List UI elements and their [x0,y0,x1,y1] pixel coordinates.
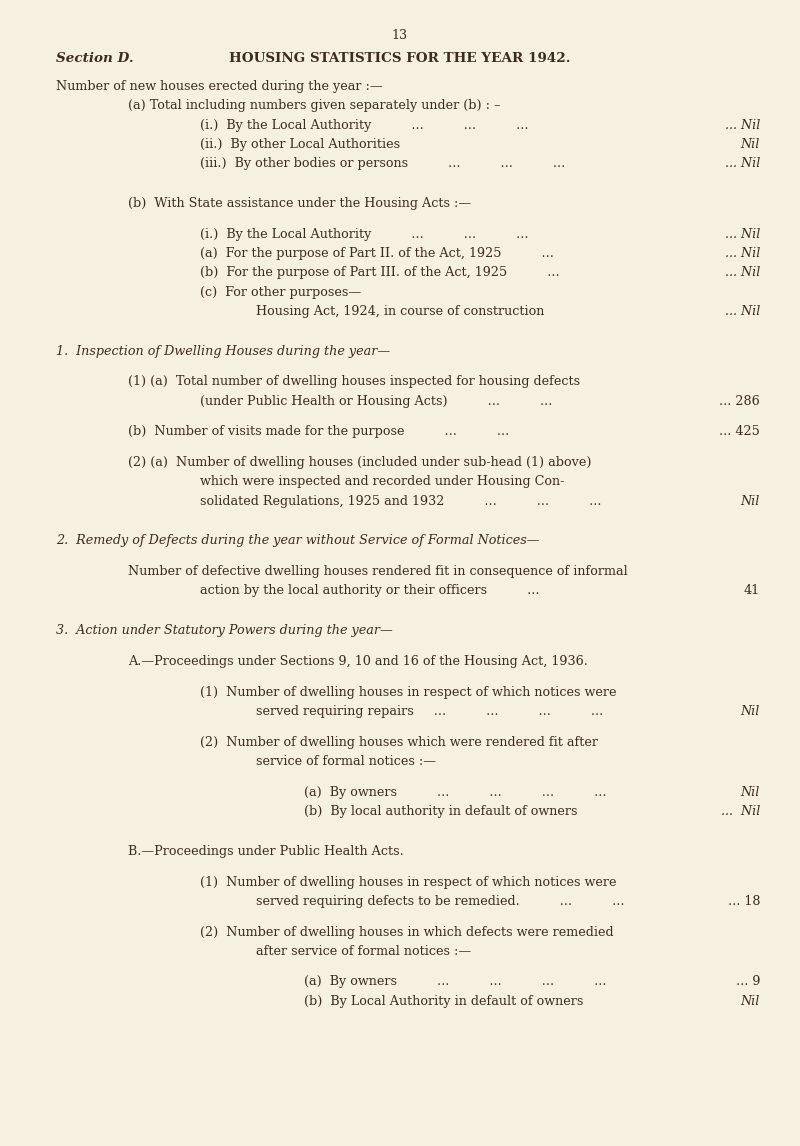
Text: ... Nil: ... Nil [725,228,760,241]
Text: (c)  For other purposes—: (c) For other purposes— [200,285,361,299]
Text: 41: 41 [744,584,760,597]
Text: (2) (a)  Number of dwelling houses (included under sub-head (1) above): (2) (a) Number of dwelling houses (inclu… [128,456,591,469]
Text: (b)  Number of visits made for the purpose          ...          ...: (b) Number of visits made for the purpos… [128,425,510,439]
Text: served requiring defects to be remedied.          ...          ...: served requiring defects to be remedied.… [256,895,625,908]
Text: ... 18: ... 18 [727,895,760,908]
Text: A.—Proceedings under Sections 9, 10 and 16 of the Housing Act, 1936.: A.—Proceedings under Sections 9, 10 and … [128,656,588,668]
Text: (2)  Number of dwelling houses which were rendered fit after: (2) Number of dwelling houses which were… [200,736,598,748]
Text: HOUSING STATISTICS FOR THE YEAR 1942.: HOUSING STATISTICS FOR THE YEAR 1942. [230,52,570,64]
Text: Number of new houses erected during the year :—: Number of new houses erected during the … [56,80,382,93]
Text: ... 425: ... 425 [719,425,760,439]
Text: after service of formal notices :—: after service of formal notices :— [256,944,471,958]
Text: Nil: Nil [741,138,760,151]
Text: 1.  Inspection of Dwelling Houses during the year—: 1. Inspection of Dwelling Houses during … [56,345,390,358]
Text: Housing Act, 1924, in course of construction: Housing Act, 1924, in course of construc… [256,305,544,317]
Text: action by the local authority or their officers          ...: action by the local authority or their o… [200,584,539,597]
Text: (1) (a)  Total number of dwelling houses inspected for housing defects: (1) (a) Total number of dwelling houses … [128,376,580,388]
Text: service of formal notices :—: service of formal notices :— [256,755,436,768]
Text: ... 286: ... 286 [719,394,760,408]
Text: (iii.)  By other bodies or persons          ...          ...          ...: (iii.) By other bodies or persons ... ..… [200,157,566,171]
Text: ... Nil: ... Nil [725,305,760,317]
Text: (b)  By Local Authority in default of owners: (b) By Local Authority in default of own… [304,995,583,1007]
Text: (i.)  By the Local Authority          ...          ...          ...: (i.) By the Local Authority ... ... ... [200,228,529,241]
Text: (1)  Number of dwelling houses in respect of which notices were: (1) Number of dwelling houses in respect… [200,685,617,699]
Text: (b)  By local authority in default of owners: (b) By local authority in default of own… [304,804,578,818]
Text: (b)  With State assistance under the Housing Acts :—: (b) With State assistance under the Hous… [128,197,471,210]
Text: which were inspected and recorded under Housing Con­: which were inspected and recorded under … [200,476,564,488]
Text: (ii.)  By other Local Authorities: (ii.) By other Local Authorities [200,138,400,151]
Text: B.—Proceedings under Public Health Acts.: B.—Proceedings under Public Health Acts. [128,845,404,858]
Text: served requiring repairs     ...          ...          ...          ...: served requiring repairs ... ... ... ... [256,705,603,719]
Text: (i.)  By the Local Authority          ...          ...          ...: (i.) By the Local Authority ... ... ... [200,119,529,132]
Text: (a) Total including numbers given separately under (b) : –: (a) Total including numbers given separa… [128,100,500,112]
Text: (a)  By owners          ...          ...          ...          ...: (a) By owners ... ... ... ... [304,786,606,799]
Text: (a)  By owners          ...          ...          ...          ...: (a) By owners ... ... ... ... [304,975,606,989]
Text: (under Public Health or Housing Acts)          ...          ...: (under Public Health or Housing Acts) ..… [200,394,552,408]
Text: ...  Nil: ... Nil [721,804,760,818]
Text: Section D.: Section D. [56,52,134,64]
Text: Nil: Nil [741,786,760,799]
Text: Number of defective dwelling houses rendered fit in consequence of informal: Number of defective dwelling houses rend… [128,565,628,579]
Text: 2.  Remedy of Defects during the year without Service of Formal Notices—: 2. Remedy of Defects during the year wit… [56,534,539,548]
Text: (2)  Number of dwelling houses in which defects were remedied: (2) Number of dwelling houses in which d… [200,926,614,939]
Text: ... Nil: ... Nil [725,266,760,280]
Text: Nil: Nil [741,495,760,508]
Text: ... Nil: ... Nil [725,248,760,260]
Text: 13: 13 [392,29,408,41]
Text: (b)  For the purpose of Part III. of the Act, 1925          ...: (b) For the purpose of Part III. of the … [200,266,560,280]
Text: solidated Regulations, 1925 and 1932          ...          ...          ...: solidated Regulations, 1925 and 1932 ...… [200,495,602,508]
Text: ... Nil: ... Nil [725,119,760,132]
Text: Nil: Nil [741,995,760,1007]
Text: ... 9: ... 9 [735,975,760,989]
Text: (1)  Number of dwelling houses in respect of which notices were: (1) Number of dwelling houses in respect… [200,876,617,888]
Text: 3.  Action under Statutory Powers during the year—: 3. Action under Statutory Powers during … [56,625,393,637]
Text: (a)  For the purpose of Part II. of the Act, 1925          ...: (a) For the purpose of Part II. of the A… [200,248,554,260]
Text: ... Nil: ... Nil [725,157,760,171]
Text: Nil: Nil [741,705,760,719]
